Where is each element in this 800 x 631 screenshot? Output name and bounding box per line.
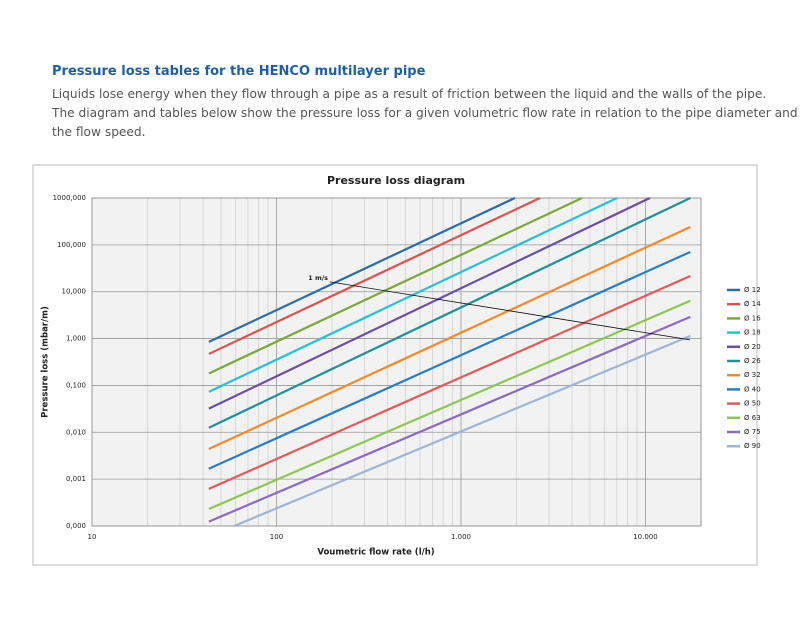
legend-label: Ø 12	[744, 286, 761, 294]
legend-label: Ø 63	[744, 414, 761, 422]
legend-label: Ø 40	[744, 385, 761, 393]
x-tick-label: 10.000	[633, 533, 658, 541]
legend-label: Ø 75	[744, 428, 761, 436]
series-line	[233, 334, 691, 528]
series-line	[208, 197, 583, 375]
paragraph-line: The diagram and tables below show the pr…	[52, 106, 798, 120]
x-tick-label: 10	[88, 533, 97, 541]
y-tick-label: 10,000	[62, 288, 87, 296]
y-tick-label: 0,010	[66, 428, 86, 436]
heading: Pressure loss tables for the HENCO multi…	[52, 64, 426, 79]
y-tick-label: 1,000	[66, 335, 86, 343]
paragraph-line: Liquids lose energy when they flow throu…	[52, 87, 767, 101]
series-line	[208, 197, 516, 343]
header: Pressure loss tables for the HENCO multi…	[52, 64, 798, 142]
series-line	[208, 197, 691, 429]
legend-label: Ø 18	[744, 329, 761, 337]
chart-frame	[32, 164, 758, 566]
series-line	[208, 197, 651, 410]
x-tick-label: 100	[270, 533, 283, 541]
legend-label: Ø 50	[744, 400, 761, 408]
legend-label: Ø 16	[744, 314, 761, 322]
paragraph-line: the flow speed.	[52, 125, 146, 139]
y-tick-label: 1000,000	[53, 194, 86, 202]
y-tick-label: 0,001	[66, 475, 86, 483]
series-line	[208, 315, 691, 523]
x-tick-label: 1.000	[451, 533, 471, 541]
series-line	[208, 225, 691, 450]
annotation-label: 1 m/s	[308, 274, 328, 282]
x-axis-label: Voumetric flow rate (l/h)	[317, 548, 434, 558]
legend-label: Ø 90	[744, 442, 761, 450]
legend-label: Ø 20	[744, 343, 761, 351]
annotation-line	[329, 281, 690, 341]
y-axis-label: Pressure loss (mbar/m)	[41, 306, 51, 418]
series-line	[208, 299, 691, 511]
series-line	[208, 250, 691, 470]
legend-label: Ø 32	[744, 371, 761, 379]
y-tick-label: 0,100	[66, 381, 86, 389]
legend-label: Ø 26	[744, 357, 761, 365]
chart-title: Pressure loss diagram	[327, 174, 465, 187]
series-line	[208, 274, 691, 490]
legend-label: Ø 14	[744, 300, 761, 308]
y-tick-label: 0,000	[66, 522, 86, 530]
y-tick-label: 100,000	[57, 241, 86, 249]
series-line	[208, 197, 541, 355]
